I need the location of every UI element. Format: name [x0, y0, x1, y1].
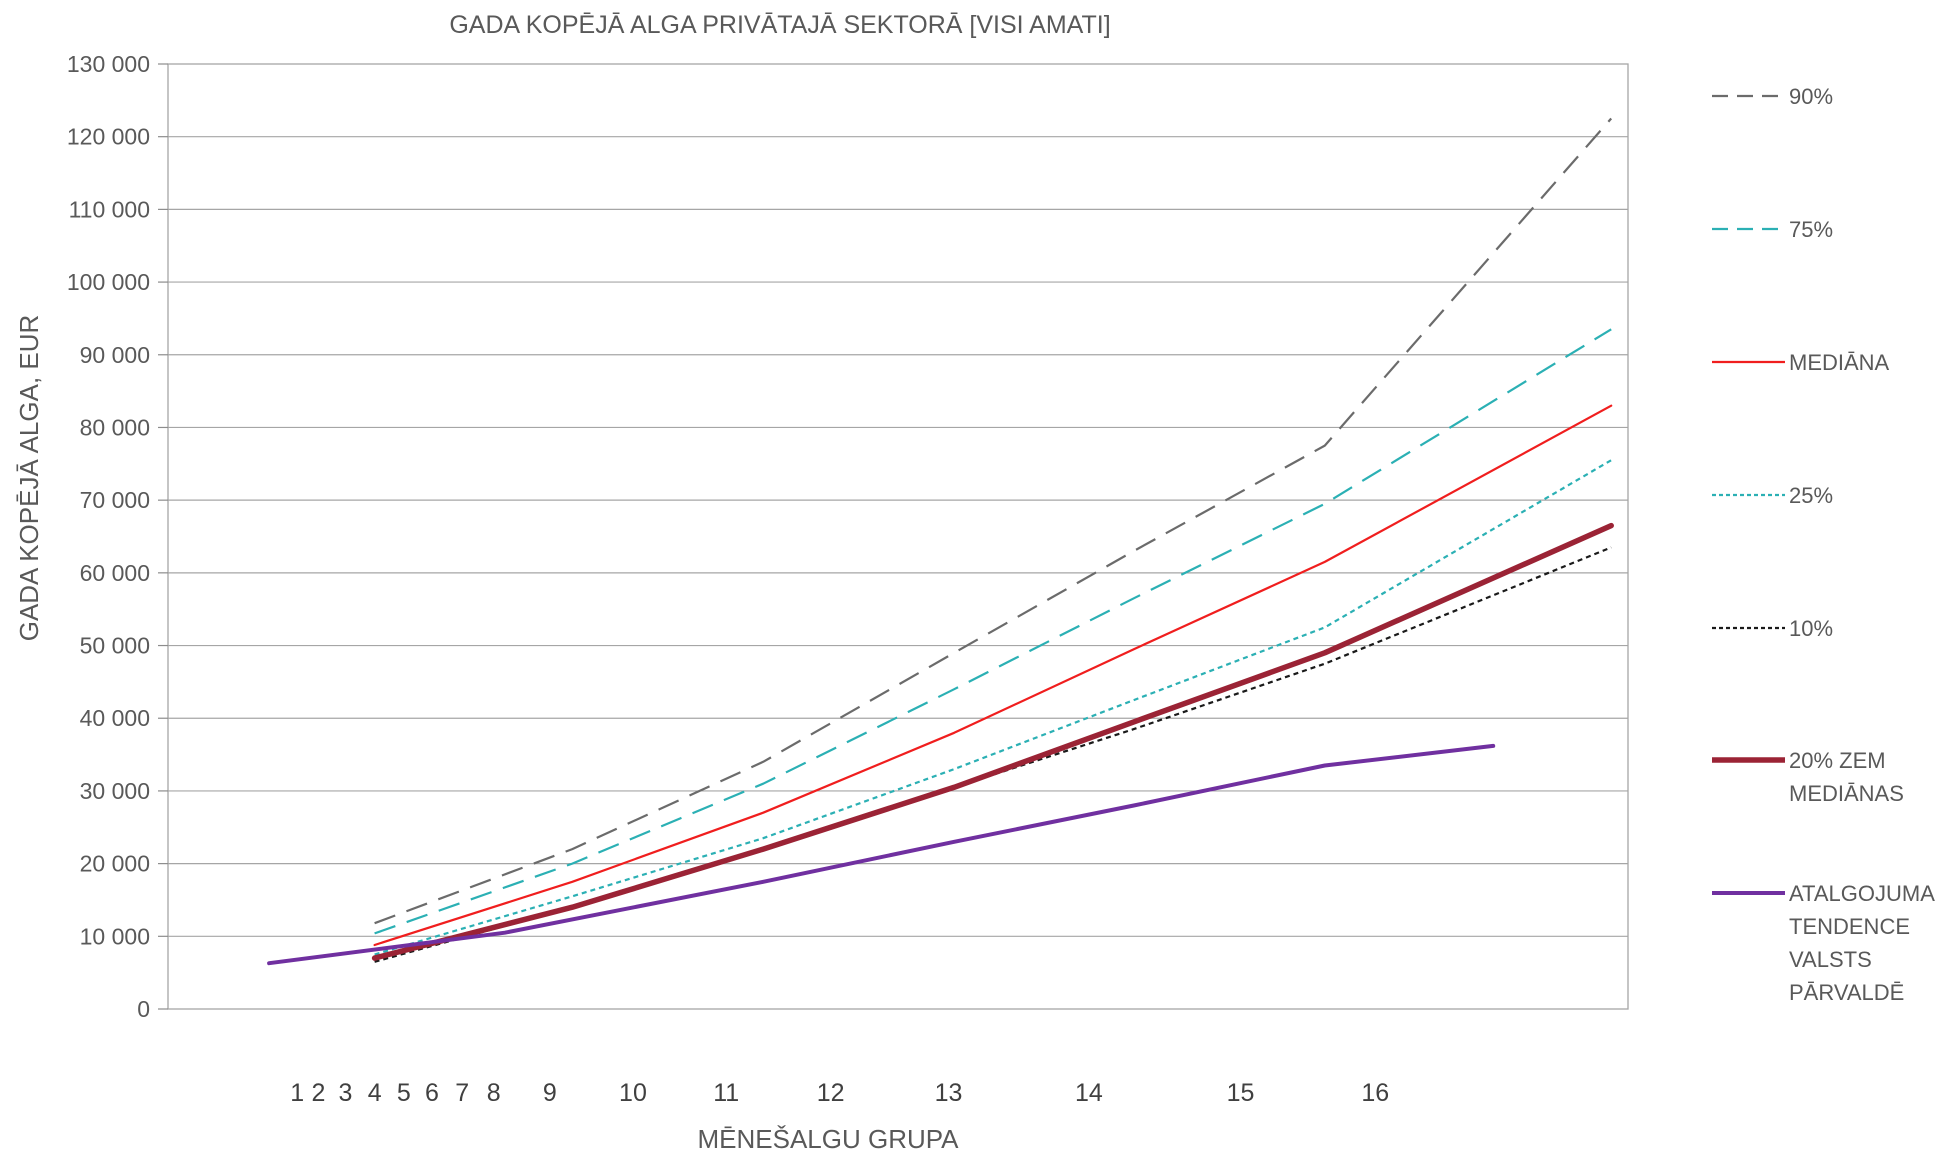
x-tick-label: 8: [487, 1079, 501, 1107]
y-tick-label: 10 000: [80, 923, 150, 949]
y-tick-label: 20 000: [80, 851, 150, 877]
legend-label: 20% ZEM: [1789, 748, 1886, 773]
x-tick-label: 12: [817, 1079, 845, 1107]
x-tick-label: 16: [1361, 1079, 1389, 1107]
series-lines: [267, 117, 1614, 966]
x-tick-label: 10: [619, 1079, 647, 1107]
series-line-20-zem-medi-nas: [371, 522, 1614, 961]
series-line-90: [374, 117, 1613, 925]
x-tick-label: 5: [397, 1079, 411, 1107]
legend-label: 75%: [1789, 217, 1833, 242]
legend-label: TENDENCE: [1789, 914, 1910, 939]
y-tick-label: 30 000: [80, 778, 150, 804]
legend-label: ATALGOJUMA: [1789, 881, 1935, 906]
x-tick-label: 13: [935, 1079, 963, 1107]
legend-label: 90%: [1789, 84, 1833, 109]
y-tick-label: 70 000: [80, 487, 150, 513]
series-line-atalgojuma-tendence-valsts-p-rvald: [267, 743, 1496, 966]
y-tick-label: 120 000: [67, 124, 150, 150]
y-tick-label: 40 000: [80, 705, 150, 731]
series-line-medi-na: [373, 404, 1613, 947]
x-tick-label: 6: [425, 1079, 439, 1107]
x-tick-label: 11: [713, 1079, 739, 1107]
x-tick-label: 15: [1227, 1079, 1255, 1107]
x-tick-label: 4: [368, 1079, 382, 1107]
legend-label: 10%: [1789, 616, 1833, 641]
y-tick-label: 0: [137, 996, 150, 1022]
chart-title: GADA KOPĒJĀ ALGA PRIVĀTAJĀ SEKTORĀ [VISI…: [449, 11, 1110, 39]
x-tick-label: 1: [290, 1079, 304, 1107]
x-tick-label: 3: [338, 1079, 352, 1107]
legend-label: PĀRVALDĒ: [1789, 980, 1904, 1005]
legend-label: 25%: [1789, 483, 1833, 508]
legend-label: MEDIĀNAS: [1789, 781, 1904, 806]
series-line-25: [374, 459, 1612, 956]
y-tick-label: 80 000: [80, 414, 150, 440]
legend-label: VALSTS: [1789, 947, 1872, 972]
y-tick-label: 60 000: [80, 560, 150, 586]
y-axis-ticks: 0 10 000 20 000 30 000 40 000 50 000 60 000 70 …: [67, 51, 168, 1022]
legend-label: MEDIĀNA: [1789, 350, 1890, 375]
x-axis-title: MĒNEŠALGU GRUPA: [697, 1124, 959, 1154]
y-tick-label: 50 000: [80, 633, 150, 659]
y-tick-label: 90 000: [80, 342, 150, 368]
gridlines: [168, 136, 1628, 937]
x-tick-label: 2: [312, 1079, 326, 1107]
y-tick-label: 100 000: [67, 269, 150, 295]
x-tick-label: 9: [543, 1079, 557, 1107]
x-tick-label: 14: [1075, 1079, 1103, 1107]
legend: 90% 75% MEDIĀNA 25% 10% 20% ZEM MEDIĀNAS ATALGO…: [1712, 84, 1935, 1005]
y-tick-label: 110 000: [69, 196, 150, 222]
series-line-75: [374, 328, 1612, 935]
y-axis-title: GADA KOPĒJĀ ALGA, EUR: [14, 315, 44, 642]
plot-area-border: [167, 63, 1629, 1010]
x-axis-ticks: 1 2 3 4 5 6 7 8 9 10 11 12 13 14 15 16: [290, 1079, 1389, 1107]
y-tick-label: 130 000: [67, 51, 150, 77]
x-tick-label: 7: [455, 1079, 469, 1107]
